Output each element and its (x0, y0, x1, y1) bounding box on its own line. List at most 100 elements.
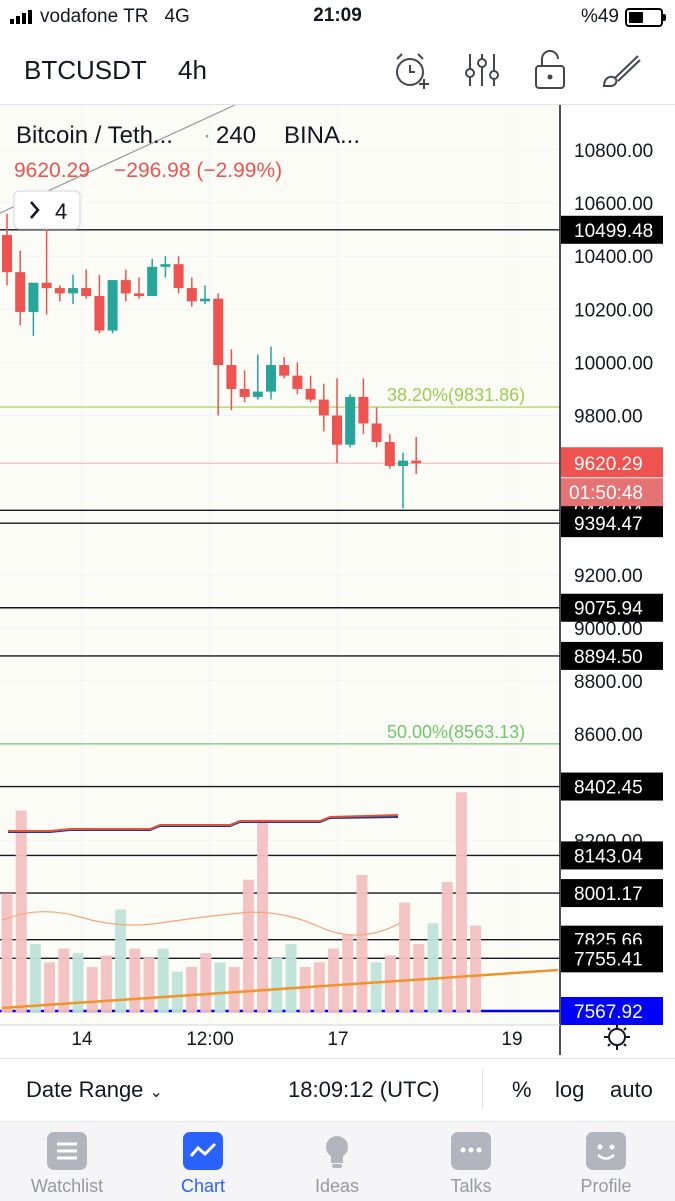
level-price-tag (561, 997, 663, 1025)
price-axis-label: 9200.00 (574, 566, 643, 587)
candle-body (213, 298, 224, 366)
candle-body (384, 442, 395, 466)
tab-profile[interactable]: Profile (556, 1132, 656, 1197)
tab-talks-label: Talks (450, 1176, 492, 1196)
percent-toggle[interactable]: % (512, 1077, 532, 1102)
chart-bottom-bar: Date Range ⌄ 18:09:12 (UTC) % log auto (0, 1058, 675, 1121)
legend-last-price: 9620.29 (14, 159, 90, 182)
tab-profile-label: Profile (580, 1176, 632, 1196)
auto-toggle[interactable]: auto (610, 1077, 653, 1102)
price-axis-label: 10600.00 (574, 194, 653, 215)
bulb-icon (317, 1132, 357, 1170)
current-price-tag (561, 447, 663, 478)
tab-watchlist-label: Watchlist (30, 1176, 104, 1196)
price-axis-label: 10200.00 (574, 300, 653, 321)
fib-level-label: 38.20%(9831.86) (387, 385, 525, 405)
tab-watchlist[interactable]: Watchlist (17, 1132, 117, 1197)
tab-bar: Watchlist Chart Ideas Talks Profile (0, 1121, 675, 1201)
level-price-tag (561, 641, 663, 670)
tab-ideas[interactable]: Ideas (287, 1132, 387, 1197)
tab-talks[interactable]: Talks (421, 1132, 521, 1197)
volume-bar (399, 902, 411, 1013)
level-price-text: 9394.47 (574, 514, 643, 535)
volume-bar (171, 971, 183, 1013)
chart-icon (183, 1132, 223, 1170)
tab-ideas-label: Ideas (314, 1176, 360, 1196)
level-price-text: 9075.94 (574, 599, 643, 620)
carrier-name: vodafone TR (40, 6, 149, 27)
candle-body (318, 399, 329, 416)
level-price-text: 8143.04 (574, 846, 643, 867)
price-axis-label: 10800.00 (574, 141, 653, 162)
chart-settings-icon[interactable] (604, 1024, 630, 1050)
chart-toolbar: BTCUSDT 4h (0, 36, 675, 105)
chevron-down-icon: ⌄ (149, 1084, 163, 1101)
candle-body (107, 280, 118, 331)
level-price-text: 8402.45 (574, 778, 643, 799)
candle-body (120, 280, 131, 294)
volume-bar (1, 893, 13, 1013)
symbol-button[interactable]: BTCUSDT (24, 55, 147, 85)
tab-chart[interactable]: Chart (153, 1132, 253, 1197)
candle-body (54, 288, 65, 294)
list-icon (47, 1132, 87, 1170)
volume-bar (427, 923, 439, 1013)
candle-body (305, 388, 316, 400)
lock-icon[interactable] (528, 48, 572, 92)
volume-bar (143, 957, 155, 1013)
log-toggle[interactable]: log (555, 1077, 585, 1102)
legend-change: −296.98 (−2.99%) (114, 159, 282, 182)
level-price-text: 8894.50 (574, 647, 643, 668)
plot-area (0, 105, 560, 1025)
candle-body (371, 423, 382, 443)
candle-body (252, 391, 263, 397)
volume-bar (15, 810, 27, 1013)
level-price-tag (561, 509, 663, 538)
volume-bar (115, 909, 127, 1013)
level-price-tag (561, 879, 663, 908)
candle-body (239, 388, 250, 397)
volume-bar (200, 953, 212, 1013)
price-axis[interactable]: 10800.00 10600.00 10400.00 10200.00 10000.00… (561, 141, 663, 1025)
price-axis-label: 8800.00 (574, 672, 643, 693)
status-time: 21:09 (313, 5, 362, 26)
candle-body (28, 282, 39, 312)
date-range-label: Date Range (26, 1077, 144, 1102)
tab-chart-label: Chart (180, 1176, 225, 1196)
price-axis-label: 9000.00 (574, 619, 643, 640)
level-price-tag (561, 593, 663, 622)
volume-bar (370, 962, 382, 1013)
volume-bar (228, 967, 240, 1013)
candle-body (2, 234, 12, 273)
candle-body (266, 365, 276, 392)
volume-bar (356, 875, 368, 1013)
price-axis-label: 9800.00 (574, 407, 643, 428)
level-price-text: 8001.17 (574, 884, 643, 905)
candle-body (292, 375, 303, 389)
candle-body (15, 272, 26, 312)
time-axis[interactable]: 14 12:00 17 19 (71, 1029, 522, 1050)
volume-ma-short (1, 911, 401, 936)
bottom-divider (482, 1069, 483, 1109)
candle-body (134, 293, 144, 297)
date-range-button[interactable]: Date Range ⌄ (26, 1077, 163, 1103)
volume-bar (441, 881, 453, 1013)
volume-bar (384, 955, 396, 1013)
level-price-tag (561, 841, 663, 870)
volume-pane (1, 792, 559, 1013)
candle-body (279, 365, 290, 376)
studies-toggle-button[interactable]: 4 (13, 190, 81, 230)
carrier-info: vodafone TR 4G (10, 6, 190, 28)
drawing-brush-icon[interactable] (598, 48, 642, 92)
price-axis-label: 8600.00 (574, 725, 643, 746)
price-chart[interactable]: 38.20%(9831.86)50.00%(8563.13) 10800.001… (0, 105, 675, 1055)
countdown-tag (561, 478, 663, 507)
time-axis-label: 17 (327, 1029, 348, 1050)
legend-exchange: BINA... (284, 122, 360, 149)
time-axis-label: 14 (71, 1029, 93, 1050)
alarm-add-icon[interactable] (390, 48, 434, 92)
indicators-icon[interactable] (460, 48, 504, 92)
volume-bar (328, 948, 340, 1013)
volume-bar (257, 819, 269, 1013)
interval-button[interactable]: 4h (178, 55, 207, 85)
